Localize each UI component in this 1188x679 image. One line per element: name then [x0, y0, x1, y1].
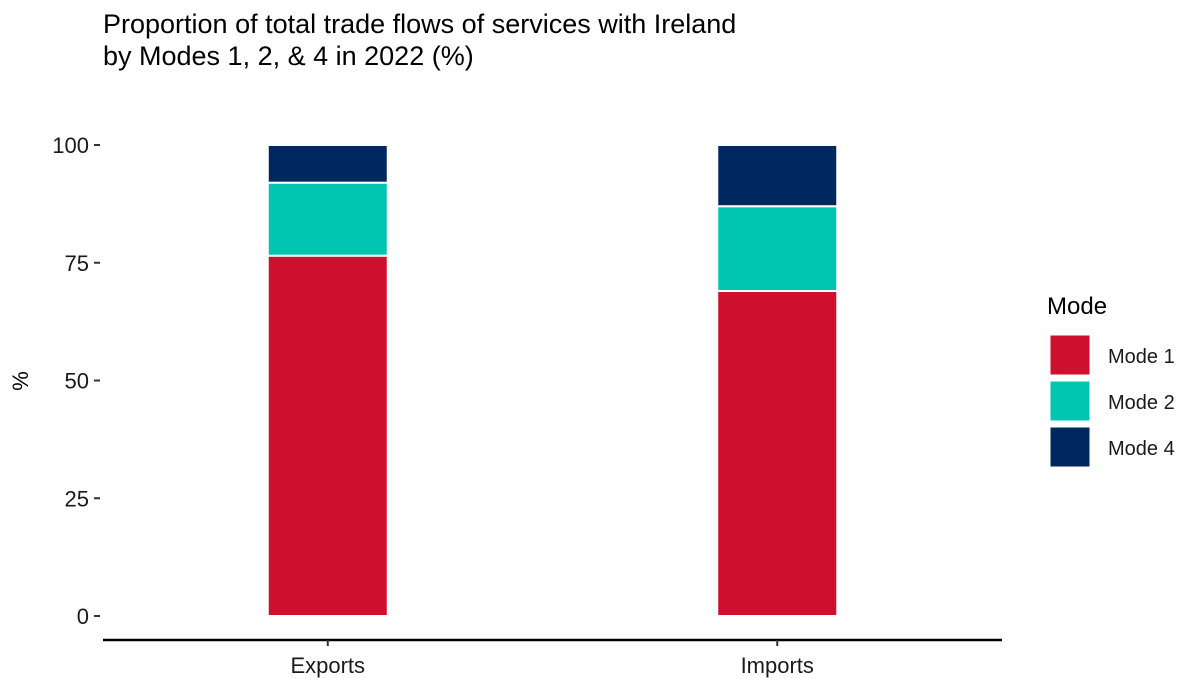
x-tick-label-imports: Imports — [741, 653, 814, 678]
legend-label-mode-1: Mode 1 — [1108, 346, 1175, 368]
x-axis: Exports Imports — [103, 638, 1002, 678]
legend-title: Mode — [1047, 293, 1107, 320]
y-tick-label: 0 — [77, 604, 89, 629]
y-tick-label: 100 — [52, 133, 89, 158]
legend: Mode Mode 1 Mode 2 Mode 4 — [1047, 293, 1175, 468]
legend-label-mode-2: Mode 2 — [1108, 392, 1175, 414]
y-tick-label: 75 — [65, 251, 89, 276]
y-axis-title: % — [8, 371, 33, 391]
chart-title: Proportion of total trade flows of servi… — [103, 9, 737, 71]
legend-key-mode-4 — [1049, 426, 1091, 468]
y-tick-label: 50 — [65, 369, 89, 394]
bar-exports-mode-1 — [266, 254, 389, 617]
bar-exports-mode-2 — [266, 181, 389, 257]
bars-layer — [266, 144, 839, 617]
y-axis: 0 25 50 75 100 — [52, 133, 100, 629]
y-tick-label: 25 — [65, 486, 89, 511]
legend-label-mode-4: Mode 4 — [1108, 438, 1175, 460]
x-tick-label-exports: Exports — [290, 653, 365, 678]
bar-imports-mode-4 — [716, 144, 839, 208]
bar-exports-mode-4 — [266, 144, 389, 184]
bar-imports-mode-1 — [716, 290, 839, 617]
legend-key-mode-2 — [1049, 380, 1091, 422]
legend-key-mode-1 — [1049, 334, 1091, 376]
bar-imports-mode-2 — [716, 205, 839, 293]
